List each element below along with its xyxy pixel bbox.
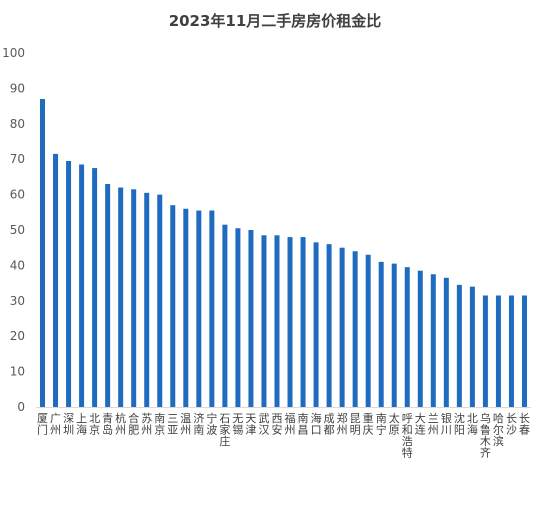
x-tick-label-26: 南宁 — [376, 412, 387, 437]
y-tick-label-9: 90 — [10, 81, 25, 95]
bar-29 — [417, 270, 423, 407]
bar-14 — [222, 224, 228, 407]
x-tick-label-3: 上海 — [76, 412, 87, 437]
x-tick-label-15: 无锡 — [232, 412, 243, 437]
y-tick-label-2: 20 — [10, 329, 25, 343]
x-tick-label-33: 北海 — [467, 412, 478, 437]
bar-0 — [40, 99, 46, 408]
x-tick-label-20: 南昌 — [298, 412, 309, 437]
y-tick-label-1: 10 — [10, 365, 25, 379]
x-tick-label-24: 昆明 — [350, 412, 361, 437]
y-tick-label-6: 60 — [10, 188, 25, 202]
y-tick-label-4: 40 — [10, 258, 25, 272]
bar-18 — [274, 235, 280, 407]
y-tick-label-8: 80 — [10, 117, 25, 131]
bar-6 — [118, 187, 124, 407]
chart-title: 2023年11月二手房房价租金比 — [168, 12, 382, 30]
bar-7 — [131, 189, 137, 407]
bar-13 — [209, 210, 215, 407]
x-tick-label-29: 大连 — [415, 411, 426, 437]
y-tick-label-3: 30 — [10, 294, 25, 308]
y-tick-label-10: 100 — [2, 46, 25, 60]
bar-32 — [456, 284, 462, 407]
bar-20 — [300, 237, 306, 407]
bar-17 — [261, 235, 267, 407]
x-tick-label-32: 沈阳 — [454, 411, 465, 437]
x-tick-label-0: 厦门 — [37, 412, 48, 437]
bar-4 — [92, 168, 98, 407]
bar-10 — [170, 205, 176, 407]
x-tick-label-1: 广州 — [50, 412, 61, 437]
x-tick-label-35: 哈尔滨 — [493, 412, 504, 448]
bar-1 — [53, 153, 59, 407]
y-tick-label-5: 50 — [10, 223, 25, 237]
bar-16 — [248, 230, 254, 407]
bar-22 — [326, 244, 332, 407]
x-tick-label-4: 北京 — [89, 412, 100, 437]
x-tick-label-13: 宁波 — [206, 411, 217, 437]
x-tick-label-17: 武汉 — [258, 412, 269, 437]
bar-2 — [66, 160, 72, 407]
x-tick-label-19: 福州 — [285, 411, 296, 437]
x-tick-label-22: 成都 — [324, 412, 335, 437]
bar-3 — [79, 164, 85, 407]
bar-5 — [105, 183, 111, 407]
bar-33 — [469, 286, 475, 407]
bar-30 — [430, 274, 436, 407]
x-tick-label-16: 天津 — [245, 412, 256, 437]
bar-34 — [482, 295, 488, 407]
bar-28 — [404, 267, 410, 407]
x-tick-label-36: 长沙 — [506, 412, 517, 437]
bar-23 — [339, 247, 345, 407]
bar-27 — [391, 263, 397, 407]
x-tick-label-27: 太原 — [389, 412, 400, 437]
x-tick-label-30: 兰州 — [428, 412, 439, 437]
y-tick-label-0: 0 — [17, 400, 25, 414]
x-tick-label-37: 长春 — [519, 412, 530, 437]
bar-11 — [183, 208, 189, 407]
bar-36 — [508, 295, 514, 407]
y-tick-label-7: 70 — [10, 152, 25, 166]
x-tick-label-14: 石家庄 — [219, 412, 230, 448]
bar-21 — [313, 242, 319, 407]
x-tick-label-23: 郑州 — [337, 411, 348, 437]
x-tick-label-7: 合肥 — [128, 411, 139, 437]
bar-15 — [235, 228, 241, 407]
bar-26 — [378, 261, 384, 407]
bar-37 — [521, 295, 527, 407]
bar-9 — [157, 194, 163, 407]
bar-31 — [443, 277, 449, 407]
x-tick-label-11: 温州 — [180, 412, 191, 437]
bar-24 — [352, 251, 358, 407]
x-tick-label-10: 三亚 — [167, 412, 178, 437]
x-tick-label-5: 青岛 — [102, 412, 113, 437]
x-tick-label-6: 杭州 — [115, 411, 126, 437]
bar-25 — [365, 254, 371, 407]
bar-35 — [495, 295, 501, 407]
x-tick-label-18: 西安 — [271, 412, 282, 437]
x-tick-label-8: 苏州 — [141, 412, 152, 437]
x-tick-label-34: 乌鲁木齐 — [480, 411, 491, 460]
bar-19 — [287, 237, 293, 407]
x-tick-label-25: 重庆 — [363, 411, 374, 437]
x-tick-label-12: 济南 — [193, 411, 204, 437]
bar-8 — [144, 192, 150, 407]
x-tick-label-31: 银川 — [441, 411, 452, 437]
x-tick-label-21: 海口 — [311, 411, 322, 437]
x-tick-label-28: 呼和浩特 — [402, 412, 413, 460]
bar-12 — [196, 210, 202, 407]
x-tick-label-2: 深圳 — [63, 412, 74, 437]
x-tick-label-9: 南京 — [154, 412, 165, 437]
